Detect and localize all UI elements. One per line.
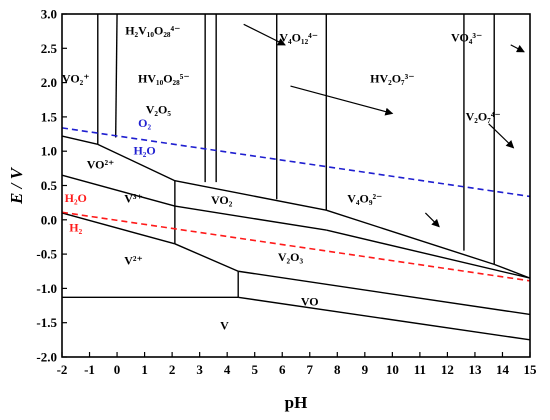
y-tick-label: 1.5 xyxy=(41,109,58,124)
boundary-v4o9-vo2 xyxy=(174,205,327,231)
x-tick-label: 15 xyxy=(524,362,538,377)
species-label: HV₂O₇³⁻ xyxy=(370,72,414,86)
arrow-0 xyxy=(243,23,286,46)
y-tick-label: 1.0 xyxy=(41,144,57,159)
boundary-v7-vertical-1 xyxy=(114,13,118,138)
boundary-vo-v xyxy=(238,296,531,341)
x-tick-label: 4 xyxy=(224,362,231,377)
x-tick-label: 12 xyxy=(441,362,454,377)
boundary-vo2plus-v2o5 xyxy=(61,135,98,146)
arrow-2 xyxy=(510,44,525,53)
water-label: H₂O xyxy=(133,144,155,158)
water-stability-lines xyxy=(61,127,531,282)
arrow-4 xyxy=(424,212,440,228)
y-tick-label: -2.0 xyxy=(36,350,57,365)
x-tick-label: 0 xyxy=(114,362,121,377)
x-axis-title: pH xyxy=(285,393,308,412)
y-tick-label: 3.0 xyxy=(41,7,57,22)
x-tick-label: 8 xyxy=(334,362,341,377)
water-line-h2o-h2 xyxy=(61,211,531,282)
species-label: V₄O₉²⁻ xyxy=(347,192,382,206)
species-label: VO₄³⁻ xyxy=(451,30,482,44)
y-axis-title: E / V xyxy=(7,166,26,205)
boundary-vo2plus-v3plus xyxy=(61,174,176,207)
boundary-v2o3-v4o9 xyxy=(326,229,531,279)
x-tick-label: -1 xyxy=(84,362,95,377)
x-tick-label: 5 xyxy=(251,362,258,377)
boundary-v2o7-v2o3 xyxy=(493,263,531,279)
x-tick-label: 10 xyxy=(386,362,399,377)
species-label: VO xyxy=(301,295,319,309)
y-tick-label: 0.0 xyxy=(41,212,57,227)
species-label: V₂O₅ xyxy=(146,102,172,116)
species-label: VO²⁺ xyxy=(87,157,115,171)
species-label: V xyxy=(220,319,229,333)
species-label: V³⁺ xyxy=(124,192,143,206)
boundary-v2plus-v2o3 xyxy=(174,243,239,272)
arrow-1 xyxy=(290,85,394,116)
boundary-v2o5-vo2 xyxy=(174,180,327,211)
y-tick-label: -1.5 xyxy=(36,315,57,330)
species-label: V²⁺ xyxy=(124,253,143,267)
phase-boundaries xyxy=(61,13,531,341)
x-tick-label: 14 xyxy=(496,362,510,377)
species-label: HV₁₀O₂₈⁵⁻ xyxy=(138,72,190,86)
y-tick-label: -0.5 xyxy=(36,247,57,262)
species-label: VO₂⁺ xyxy=(62,72,90,86)
x-tick-label: -2 xyxy=(57,362,68,377)
arrow-3 xyxy=(488,123,515,149)
y-tick-label: 2.0 xyxy=(41,75,57,90)
y-tick-label: 2.5 xyxy=(41,41,58,56)
x-tick-label: 11 xyxy=(414,362,426,377)
x-tick-label: 2 xyxy=(169,362,176,377)
boundary-v2o5-vo2plus-slope xyxy=(97,143,176,182)
x-tick-label: 6 xyxy=(279,362,286,377)
y-axis-ticks: -2.0 -1.5 -1.0 -0.5 0.0 0.5 1.0 1.5 2.0 2.5 3.0 xyxy=(36,7,67,365)
y-tick-label: -1.0 xyxy=(36,281,57,296)
water-line-labels: O₂ H₂O H₂O H₂ xyxy=(65,116,156,234)
label-arrows xyxy=(243,23,525,228)
x-tick-label: 7 xyxy=(307,362,314,377)
boundary-v4o9-v2o7 xyxy=(326,209,495,266)
species-label: V₂O₇⁴⁻ xyxy=(466,109,501,123)
y-tick-label: 0.5 xyxy=(41,178,58,193)
boundary-v2o3-vo xyxy=(238,270,531,316)
water-label: H₂O xyxy=(65,191,87,205)
x-tick-label: 3 xyxy=(196,362,203,377)
boundary-v3plus-v2plus xyxy=(61,212,176,245)
x-tick-label: 9 xyxy=(362,362,369,377)
species-label: V₂O₃ xyxy=(278,250,304,264)
water-line-o2-h2o xyxy=(61,127,531,198)
species-label: V₄O₁₂⁴⁻ xyxy=(279,30,318,44)
species-label: VO₂ xyxy=(211,193,233,207)
x-axis-ticks: -2 -1 0 1 2 3 4 5 6 7 8 9 10 11 12 13 14 15 xyxy=(57,352,537,377)
x-tick-label: 1 xyxy=(141,362,148,377)
water-label: O₂ xyxy=(138,116,151,130)
species-label: H₂V₁₀O₂₈⁴⁻ xyxy=(125,24,180,38)
x-tick-label: 13 xyxy=(468,362,482,377)
species-labels: VO₂⁺ H₂V₁₀O₂₈⁴⁻ HV₁₀O₂₈⁵⁻ V₂O₅ V₄O₁₂⁴⁻ HV₂O₇³… xyxy=(62,24,501,333)
water-label: H₂ xyxy=(69,220,82,234)
